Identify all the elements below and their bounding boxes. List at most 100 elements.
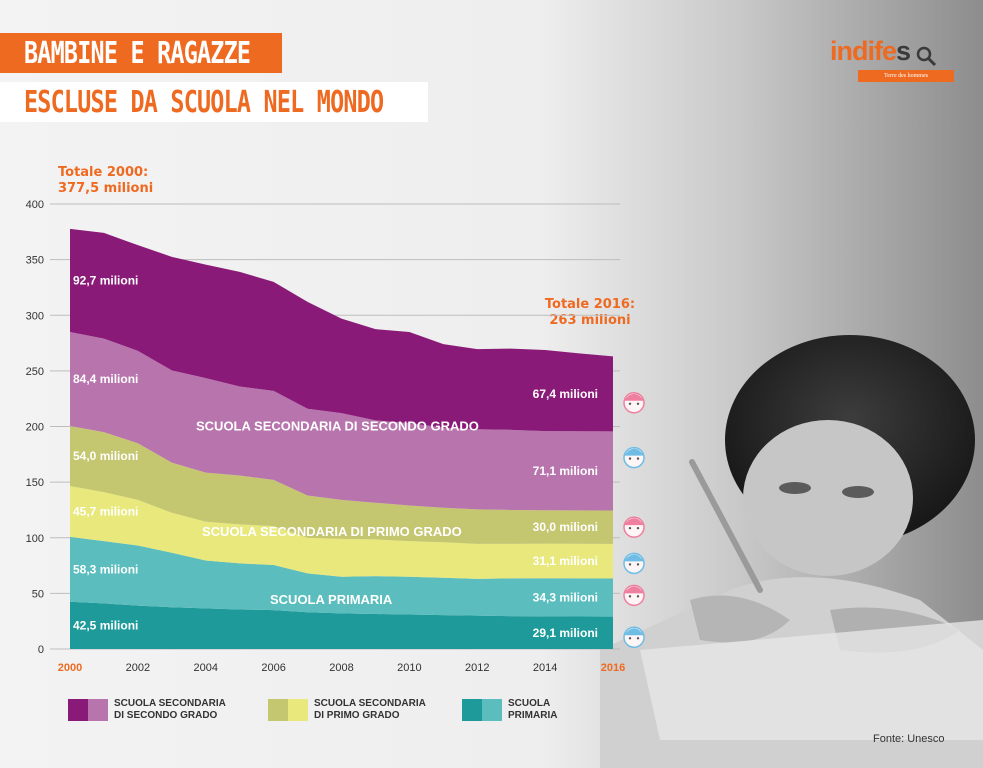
value-label-end: 67,4 milioni xyxy=(533,387,598,401)
legend-label-line1: SCUOLA SECONDARIA xyxy=(114,698,226,709)
x-tick-label: 2012 xyxy=(465,662,489,674)
chart-areas xyxy=(70,228,613,649)
legend-swatch-boys xyxy=(482,699,502,721)
x-tick-label: 2004 xyxy=(194,662,218,674)
hair-shape xyxy=(624,554,644,562)
legend-label: SCUOLA SECONDARIA DI SECONDO GRADO xyxy=(114,698,226,722)
legend-label: SCUOLA SECONDARIA DI PRIMO GRADO xyxy=(314,698,426,722)
value-label-start: 54,0 milioni xyxy=(73,449,138,463)
hair-shape xyxy=(624,586,644,594)
legend-swatch-girls xyxy=(68,699,88,721)
legend-item-primaria: SCUOLA PRIMARIA xyxy=(462,698,557,722)
value-label-end: 31,1 milioni xyxy=(533,554,598,568)
legend-label: SCUOLA PRIMARIA xyxy=(508,698,557,722)
legend-swatch-girls xyxy=(462,699,482,721)
eye-dot xyxy=(636,595,640,598)
band-label: SCUOLA SECONDARIA DI PRIMO GRADO xyxy=(202,524,462,539)
magnifier-icon xyxy=(916,46,937,66)
legend-swatch-girls xyxy=(268,699,288,721)
eye-dot xyxy=(628,637,632,640)
area-sec1_boys xyxy=(70,486,613,579)
background-photo xyxy=(600,335,983,768)
eye-dot xyxy=(636,402,640,406)
eye-dot xyxy=(636,526,640,530)
legend-swatch-boys xyxy=(88,699,108,721)
x-tick-label: 2006 xyxy=(261,662,285,674)
eye-dot xyxy=(628,526,632,530)
x-tick-label: 2008 xyxy=(329,662,353,674)
girl-icon xyxy=(623,516,645,538)
x-axis-ticks: 2000 2002 2004 2006 2008 2010 2012 2014 2016 xyxy=(58,662,625,674)
title-line-1: BAMBINE E RAGAZZE xyxy=(0,33,282,73)
y-tick-label: 200 xyxy=(26,422,44,434)
boy-icon xyxy=(623,552,645,575)
title-line-1-text: BAMBINE E RAGAZZE xyxy=(24,35,251,71)
value-label-start: 45,7 milioni xyxy=(73,504,138,518)
value-label-start: 92,7 milioni xyxy=(73,273,138,287)
eye-dot xyxy=(628,563,632,566)
girl-icon xyxy=(623,584,645,607)
legend-item-primo-grado: SCUOLA SECONDARIA DI PRIMO GRADO xyxy=(268,698,426,722)
value-label-end: 71,1 milioni xyxy=(533,464,598,478)
y-tick-label: 0 xyxy=(38,644,44,656)
y-tick-label: 50 xyxy=(32,588,44,600)
x-tick-label: 2010 xyxy=(397,662,421,674)
value-labels: 42,5 milioni 29,1 milioni 58,3 milioni 34,3… xyxy=(73,273,598,639)
value-label-start: 58,3 milioni xyxy=(73,562,138,576)
eye-dot xyxy=(636,563,640,566)
value-label-end: 29,1 milioni xyxy=(533,626,598,640)
y-tick-label: 100 xyxy=(26,533,44,545)
value-label-end: 30,0 milioni xyxy=(533,520,598,534)
boy-icon xyxy=(623,626,645,649)
eye-dot xyxy=(628,457,632,460)
logo-word: indife xyxy=(830,36,897,66)
total-2016-value: 263 milioni xyxy=(549,313,631,328)
area-sec2_girls xyxy=(70,228,613,432)
logo-subtitle: Terre des hommes xyxy=(858,70,954,82)
indifesa-logo: indifes Terre des hommes xyxy=(830,36,954,82)
area-sec2_boys xyxy=(70,332,613,511)
y-tick-label: 350 xyxy=(26,255,44,267)
legend-label-line2: DI PRIMO GRADO xyxy=(314,710,400,721)
hair-shape xyxy=(624,448,644,456)
hair-shape xyxy=(624,518,644,526)
value-label-end: 34,3 milioni xyxy=(533,591,598,605)
y-axis-ticks: 0 50 100 150 200 250 300 350 400 xyxy=(26,199,44,656)
legend-label-line2: DI SECONDO GRADO xyxy=(114,710,218,721)
value-label-start: 42,5 milioni xyxy=(73,618,138,632)
total-2016: Totale 2016: 263 milioni xyxy=(540,297,640,329)
y-tick-label: 400 xyxy=(26,199,44,211)
total-2000-label: Totale 2000: xyxy=(58,165,149,180)
x-tick-label: 2014 xyxy=(533,662,557,674)
hair-shape xyxy=(624,628,644,636)
total-2000-value: 377,5 milioni xyxy=(58,181,154,196)
legend-label-line1: SCUOLA xyxy=(508,698,551,709)
source-note: Fonte: Unesco xyxy=(873,733,945,745)
girl-icon xyxy=(623,392,645,414)
boy-icon xyxy=(623,446,645,469)
legend-item-secondo-grado: SCUOLA SECONDARIA DI SECONDO GRADO xyxy=(68,698,226,722)
x-tick-label: 2000 xyxy=(58,662,82,674)
x-tick-label: 2016 xyxy=(601,662,625,674)
gender-icons xyxy=(623,392,645,649)
hair-shape xyxy=(624,393,644,401)
area-prim_girls xyxy=(70,601,613,649)
eye-dot xyxy=(628,402,632,406)
eye-dot xyxy=(636,457,640,460)
legend-label-line1: SCUOLA SECONDARIA xyxy=(314,698,426,709)
band-label: SCUOLA SECONDARIA DI SECONDO GRADO xyxy=(196,419,479,434)
title-line-2: ESCLUSE DA SCUOLA NEL MONDO xyxy=(0,82,428,122)
total-2000: Totale 2000: 377,5 milioni xyxy=(58,165,153,197)
eye-dot xyxy=(628,595,632,598)
legend-label-line2: PRIMARIA xyxy=(508,710,558,721)
x-tick-label: 2002 xyxy=(126,662,150,674)
band-label: SCUOLA PRIMARIA xyxy=(270,592,393,607)
eye-dot xyxy=(636,637,640,640)
y-tick-label: 150 xyxy=(26,477,44,489)
title-line-2-text: ESCLUSE DA SCUOLA NEL MONDO xyxy=(24,84,384,120)
value-label-start: 84,4 milioni xyxy=(73,372,138,386)
legend-swatch-boys xyxy=(288,699,308,721)
total-2016-label: Totale 2016: xyxy=(544,297,636,312)
area-prim_boys xyxy=(70,536,613,617)
